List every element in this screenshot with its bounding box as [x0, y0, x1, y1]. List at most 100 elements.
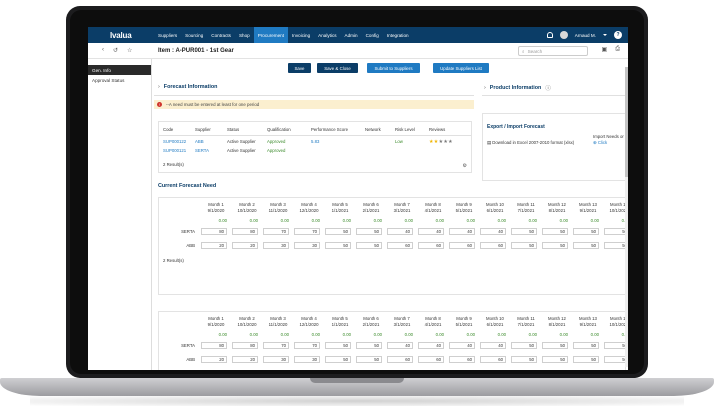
forecast-quantity-input[interactable]: 50	[604, 356, 628, 363]
forecast-quantity-input[interactable]: 60	[480, 242, 506, 249]
forecast-quantity-input[interactable]: 40	[480, 228, 506, 235]
column-header[interactable]: Qualification	[267, 127, 291, 132]
forecast-info-header[interactable]: › Forecast Information	[158, 84, 217, 90]
forecast-quantity-input[interactable]: 60	[418, 356, 444, 363]
forecast-quantity-input[interactable]: 50	[325, 228, 351, 235]
forecast-quantity-input[interactable]: 50	[511, 356, 537, 363]
forecast-quantity-input[interactable]: 80	[232, 342, 258, 349]
forecast-quantity-input[interactable]: 70	[294, 228, 320, 235]
forecast-quantity-input[interactable]: 40	[387, 228, 413, 235]
forecast-quantity-input[interactable]: 60	[449, 242, 475, 249]
save-button[interactable]: Save	[288, 63, 311, 73]
search-input[interactable]: ⌕ Search	[518, 46, 588, 56]
forecast-quantity-input[interactable]: 80	[201, 342, 227, 349]
back-icon[interactable]: ‹	[102, 47, 104, 53]
forecast-quantity-input[interactable]: 50	[356, 356, 382, 363]
submit-to-suppliers-button[interactable]: Submit to Suppliers	[367, 63, 420, 73]
column-header[interactable]: Performance Score	[311, 127, 349, 132]
nav-item-procurement[interactable]: Procurement	[253, 27, 289, 43]
history-icon[interactable]: ↺	[113, 48, 119, 54]
nav-item-invoicing[interactable]: Invoicing	[292, 32, 311, 38]
nav-item-contracts[interactable]: Contracts	[211, 32, 231, 38]
app-logo[interactable]: Ivalua	[110, 30, 132, 40]
forecast-quantity-input[interactable]: 50	[604, 242, 628, 249]
forecast-quantity-input[interactable]: 70	[294, 342, 320, 349]
sidebar-item-gen-info[interactable]: Gen. Info	[88, 65, 151, 75]
sidebar-item-approval-status[interactable]: Approval Status	[92, 78, 125, 83]
column-header[interactable]: Status	[227, 127, 240, 132]
column-header[interactable]: Reviews	[429, 127, 446, 132]
table-row[interactable]: SUP000122 ABB Active Supplier Approved 5.83 L…	[159, 137, 473, 146]
forecast-quantity-input[interactable]: 60	[387, 356, 413, 363]
forecast-quantity-input[interactable]: 20	[232, 242, 258, 249]
forecast-quantity-input[interactable]: 50	[325, 242, 351, 249]
bell-icon[interactable]	[546, 32, 553, 38]
scrollbar-thumb[interactable]	[625, 67, 628, 177]
forecast-quantity-input[interactable]: 50	[542, 228, 568, 235]
forecast-quantity-input[interactable]: 60	[387, 242, 413, 249]
gear-icon[interactable]: ⚙	[462, 163, 467, 169]
column-header[interactable]: Network	[365, 127, 381, 132]
chevron-down-icon[interactable]	[603, 34, 607, 36]
forecast-quantity-input[interactable]: 50	[542, 342, 568, 349]
forecast-quantity-input[interactable]: 60	[418, 242, 444, 249]
forecast-quantity-input[interactable]: 70	[263, 228, 289, 235]
forecast-quantity-input[interactable]: 50	[325, 342, 351, 349]
column-header[interactable]: Risk Level	[395, 127, 415, 132]
scrollbar[interactable]	[625, 67, 628, 367]
forecast-quantity-input[interactable]: 60	[480, 356, 506, 363]
forecast-quantity-input[interactable]: 30	[263, 356, 289, 363]
column-header[interactable]: Supplier	[195, 127, 211, 132]
forecast-quantity-input[interactable]: 50	[573, 342, 599, 349]
avatar[interactable]	[559, 31, 568, 39]
forecast-quantity-input[interactable]: 50	[542, 242, 568, 249]
forecast-quantity-input[interactable]: 50	[356, 228, 382, 235]
cell-supplier[interactable]: SERTA	[195, 148, 209, 153]
table-row[interactable]: SUP000121 SERTA Active Supplier Approved	[159, 146, 473, 155]
user-name[interactable]: Arnaud M.	[574, 32, 596, 38]
forecast-quantity-input[interactable]: 40	[449, 342, 475, 349]
print-icon[interactable]: ⎙	[615, 46, 620, 52]
cell-code[interactable]: SUP000122	[163, 139, 187, 144]
nav-item-shop[interactable]: Shop	[238, 32, 250, 38]
forecast-quantity-input[interactable]: 30	[294, 356, 320, 363]
forecast-quantity-input[interactable]: 40	[387, 342, 413, 349]
forecast-quantity-input[interactable]: 60	[449, 356, 475, 363]
forecast-quantity-input[interactable]: 50	[356, 242, 382, 249]
forecast-quantity-input[interactable]: 50	[325, 356, 351, 363]
forecast-quantity-input[interactable]: 40	[418, 342, 444, 349]
forecast-quantity-input[interactable]: 50	[573, 228, 599, 235]
help-icon[interactable]: ?	[614, 31, 622, 39]
forecast-quantity-input[interactable]: 40	[418, 228, 444, 235]
import-click-link[interactable]: ⊕ Click	[593, 140, 607, 146]
cell-code[interactable]: SUP000121	[163, 148, 187, 153]
forecast-quantity-input[interactable]: 50	[573, 242, 599, 249]
nav-item-config[interactable]: Config	[365, 32, 379, 38]
forecast-quantity-input[interactable]: 80	[201, 228, 227, 235]
nav-item-analytics[interactable]: Analytics	[318, 32, 337, 38]
cell-supplier[interactable]: ABB	[195, 139, 204, 144]
column-header[interactable]: Code	[163, 127, 174, 132]
forecast-quantity-input[interactable]: 30	[294, 242, 320, 249]
save-icon[interactable]: ▣	[601, 47, 608, 53]
forecast-quantity-input[interactable]: 50	[604, 228, 628, 235]
nav-item-integration[interactable]: Integration	[386, 32, 409, 38]
forecast-quantity-input[interactable]: 50	[511, 228, 537, 235]
product-info-header[interactable]: › Product Information ⓘ	[484, 84, 551, 92]
download-excel-link[interactable]: ▤ Download in Excel 2007-2010 format (xl…	[487, 140, 574, 146]
star-icon[interactable]: ☆	[127, 48, 133, 54]
nav-item-suppliers[interactable]: Suppliers	[158, 32, 178, 38]
forecast-quantity-input[interactable]: 50	[573, 356, 599, 363]
forecast-quantity-input[interactable]: 20	[201, 242, 227, 249]
nav-item-sourcing[interactable]: Sourcing	[185, 32, 204, 38]
forecast-quantity-input[interactable]: 40	[480, 342, 506, 349]
nav-item-admin[interactable]: Admin	[344, 32, 358, 38]
save-close-button[interactable]: Save & Close	[317, 63, 358, 73]
forecast-quantity-input[interactable]: 50	[511, 242, 537, 249]
forecast-quantity-input[interactable]: 50	[542, 356, 568, 363]
forecast-quantity-input[interactable]: 80	[232, 228, 258, 235]
forecast-quantity-input[interactable]: 30	[263, 242, 289, 249]
forecast-quantity-input[interactable]: 50	[511, 342, 537, 349]
forecast-quantity-input[interactable]: 50	[356, 342, 382, 349]
update-suppliers-list-button[interactable]: Update Suppliers List	[433, 63, 489, 73]
